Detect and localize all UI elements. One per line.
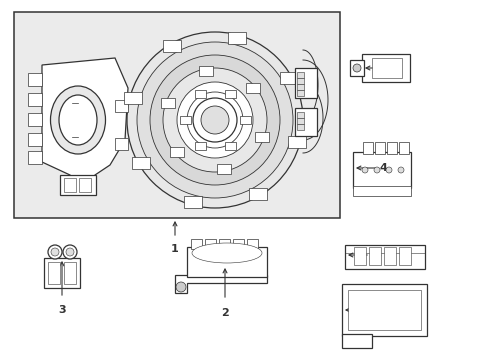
Bar (296, 84, 304, 90)
Bar (345, 245, 424, 269)
Bar (169, 147, 183, 157)
Circle shape (177, 82, 252, 158)
Bar (386, 142, 396, 154)
Polygon shape (42, 58, 128, 188)
Bar (227, 32, 245, 44)
Text: 5: 5 (389, 63, 397, 73)
Bar (341, 334, 371, 348)
Circle shape (373, 167, 379, 173)
Bar (64, 178, 76, 192)
Bar (115, 100, 128, 112)
Bar (239, 116, 250, 124)
Bar (362, 142, 372, 154)
Bar (194, 142, 205, 150)
Bar (194, 90, 205, 98)
Bar (28, 73, 42, 86)
Text: 3: 3 (58, 305, 66, 315)
Bar (296, 118, 304, 124)
Circle shape (361, 167, 367, 173)
Bar (287, 136, 305, 148)
Circle shape (127, 32, 303, 208)
Circle shape (176, 282, 185, 292)
Bar (163, 40, 181, 53)
Bar (28, 151, 42, 164)
Bar (296, 78, 304, 84)
Bar (115, 138, 128, 150)
Bar (28, 113, 42, 126)
Ellipse shape (59, 95, 97, 145)
Ellipse shape (192, 243, 262, 263)
Bar (191, 239, 202, 249)
Bar (371, 58, 401, 78)
Bar (352, 186, 410, 196)
Circle shape (385, 167, 391, 173)
Bar (123, 92, 142, 104)
Bar (44, 258, 80, 288)
Circle shape (66, 248, 74, 256)
Ellipse shape (50, 86, 105, 154)
Circle shape (150, 55, 280, 185)
Bar (368, 247, 380, 265)
Bar (347, 290, 420, 330)
Bar (296, 72, 304, 78)
Bar (14, 12, 339, 218)
Bar (179, 116, 190, 124)
Bar (383, 247, 395, 265)
Circle shape (397, 167, 403, 173)
Polygon shape (175, 275, 266, 293)
Bar (294, 108, 316, 136)
Bar (296, 124, 304, 130)
Bar (352, 152, 410, 188)
Bar (398, 142, 408, 154)
Bar (204, 239, 216, 249)
Bar (296, 90, 304, 96)
Bar (341, 284, 426, 336)
Bar (183, 196, 202, 208)
Bar (224, 142, 235, 150)
Bar (248, 188, 266, 199)
Bar (48, 262, 60, 284)
Text: 7: 7 (370, 305, 378, 315)
Bar (224, 90, 235, 98)
Bar (353, 247, 365, 265)
Circle shape (163, 68, 266, 172)
Circle shape (201, 106, 228, 134)
Bar (28, 133, 42, 146)
Bar (294, 68, 316, 98)
Text: 2: 2 (221, 308, 228, 318)
Circle shape (137, 42, 292, 198)
Bar (60, 175, 96, 195)
Text: 4: 4 (379, 163, 387, 173)
Bar (79, 178, 91, 192)
Bar (161, 98, 175, 108)
Bar (186, 247, 266, 277)
Bar (361, 54, 409, 82)
Circle shape (186, 92, 243, 148)
Bar (398, 247, 410, 265)
Bar (232, 239, 244, 249)
Bar (216, 164, 230, 174)
Bar (296, 112, 304, 118)
Bar (64, 262, 76, 284)
Circle shape (193, 98, 237, 142)
Bar (246, 239, 258, 249)
Bar (374, 142, 384, 154)
Bar (254, 132, 268, 142)
Circle shape (48, 245, 62, 259)
Bar (28, 93, 42, 106)
Bar (219, 239, 229, 249)
Bar (246, 83, 260, 93)
Bar (199, 66, 213, 76)
Bar (279, 72, 297, 84)
Bar (349, 60, 363, 76)
Circle shape (51, 248, 59, 256)
Circle shape (352, 64, 360, 72)
Text: 6: 6 (372, 250, 380, 260)
Circle shape (63, 245, 77, 259)
Bar (132, 157, 150, 168)
Text: 1: 1 (171, 244, 179, 254)
